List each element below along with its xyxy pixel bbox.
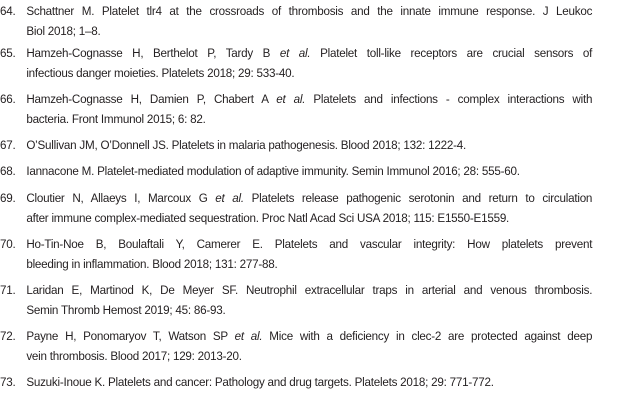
reference-entry: 67. O’Sullivan JM, O’Donnell JS. Platelet… xyxy=(0,135,592,155)
reference-line: infectious danger moieties. Platelets 20… xyxy=(26,63,592,83)
reference-number: 66. xyxy=(0,92,16,106)
reference-text-segment: Laridan E, Martinod K, De Meyer SF. Neut… xyxy=(26,283,593,297)
reference-text-segment: bacteria. Front Immunol 2015; 6: 82. xyxy=(26,112,206,126)
reference-text-segment: bleeding in inflammation. Blood 2018; 13… xyxy=(26,257,278,271)
reference-line: Payne H, Ponomaryov T, Watson SP et al. … xyxy=(26,326,592,346)
reference-entry: 66. Hamzeh-Cognasse H, Damien P, Chabert … xyxy=(0,89,592,129)
et-al-italic: et al. xyxy=(234,329,263,343)
reference-text: Hamzeh-Cognasse H, Damien P, Chabert A e… xyxy=(26,89,592,129)
reference-text: Laridan E, Martinod K, De Meyer SF. Neut… xyxy=(26,280,592,320)
reference-text-segment: Mice with a deficiency in clec-2 are pro… xyxy=(262,329,593,343)
reference-number: 65. xyxy=(0,46,16,60)
reference-text-segment: Semin Thromb Hemost 2019; 45: 86-93. xyxy=(26,303,226,317)
reference-text: Schattner M. Platelet tlr4 at the crossr… xyxy=(26,1,592,41)
reference-number: 68. xyxy=(0,164,16,178)
reference-entry: 68. Iannacone M. Platelet-mediated modula… xyxy=(0,161,592,181)
reference-line: Biol 2018; 1–8. xyxy=(26,21,592,41)
reference-entry: 64. Schattner M. Platelet tlr4 at the cro… xyxy=(0,1,592,41)
reference-number: 64. xyxy=(0,4,16,18)
reference-line: bacteria. Front Immunol 2015; 6: 82. xyxy=(26,109,592,129)
reference-text-segment: Biol 2018; 1–8. xyxy=(26,24,101,38)
reference-line: Iannacone M. Platelet-mediated modulatio… xyxy=(26,161,592,181)
reference-number: 69. xyxy=(0,191,16,205)
reference-text: Iannacone M. Platelet-mediated modulatio… xyxy=(26,161,592,181)
et-al-italic: et al. xyxy=(276,92,306,106)
reference-entry: 65. Hamzeh-Cognasse H, Berthelot P, Tardy… xyxy=(0,43,592,83)
reference-text: O’Sullivan JM, O’Donnell JS. Platelets i… xyxy=(26,135,592,155)
reference-line: Laridan E, Martinod K, De Meyer SF. Neut… xyxy=(26,280,592,300)
et-al-italic: et al. xyxy=(279,46,311,60)
reference-number: 67. xyxy=(0,138,16,152)
reference-entry: 72. Payne H, Ponomaryov T, Watson SP et a… xyxy=(0,326,592,366)
reference-text-segment: vein thrombosis. Blood 2017; 129: 2013-2… xyxy=(26,349,242,363)
reference-text-segment: Hamzeh-Cognasse H, Damien P, Chabert A xyxy=(26,92,277,106)
reference-line: vein thrombosis. Blood 2017; 129: 2013-2… xyxy=(26,346,592,366)
reference-line: Hamzeh-Cognasse H, Berthelot P, Tardy B … xyxy=(26,43,592,63)
reference-text-segment: Iannacone M. Platelet-mediated modulatio… xyxy=(26,164,520,178)
reference-text: Payne H, Ponomaryov T, Watson SP et al. … xyxy=(26,326,592,366)
reference-text-segment: after immune complex-mediated sequestrat… xyxy=(26,211,510,225)
reference-line: Suzuki-Inoue K. Platelets and cancer: Pa… xyxy=(26,372,592,392)
reference-text-segment: Ho-Tin-Noe B, Boulaftali Y, Camerer E. P… xyxy=(26,237,593,251)
reference-line: Cloutier N, Allaeys I, Marcoux G et al. … xyxy=(26,188,592,208)
reference-text-segment: infectious danger moieties. Platelets 20… xyxy=(26,66,295,80)
reference-text-segment: Hamzeh-Cognasse H, Berthelot P, Tardy B xyxy=(26,46,280,60)
reference-text-segment: Schattner M. Platelet tlr4 at the crossr… xyxy=(26,4,593,18)
reference-text: Ho-Tin-Noe B, Boulaftali Y, Camerer E. P… xyxy=(26,234,592,274)
reference-entry: 73. Suzuki-Inoue K. Platelets and cancer:… xyxy=(0,372,592,392)
reference-line: after immune complex-mediated sequestrat… xyxy=(26,208,592,228)
reference-text: Suzuki-Inoue K. Platelets and cancer: Pa… xyxy=(26,372,592,392)
reference-number: 72. xyxy=(0,329,16,343)
reference-text: Cloutier N, Allaeys I, Marcoux G et al. … xyxy=(26,188,592,228)
reference-line: Ho-Tin-Noe B, Boulaftali Y, Camerer E. P… xyxy=(26,234,592,254)
reference-number: 71. xyxy=(0,283,16,297)
reference-text-segment: Payne H, Ponomaryov T, Watson SP xyxy=(26,329,235,343)
reference-line: O’Sullivan JM, O’Donnell JS. Platelets i… xyxy=(26,135,592,155)
reference-number: 70. xyxy=(0,237,16,251)
reference-number: 73. xyxy=(0,375,16,389)
reference-line: bleeding in inflammation. Blood 2018; 13… xyxy=(26,254,592,274)
reference-text-segment: Suzuki-Inoue K. Platelets and cancer: Pa… xyxy=(26,375,494,389)
reference-line: Schattner M. Platelet tlr4 at the crossr… xyxy=(26,1,592,21)
reference-text-segment: Platelets and infections - complex inter… xyxy=(305,92,593,106)
reference-text-segment: Platelet toll-like receptors are crucial… xyxy=(310,46,593,60)
reference-text-segment: O’Sullivan JM, O’Donnell JS. Platelets i… xyxy=(26,138,466,152)
reference-entry: 69. Cloutier N, Allaeys I, Marcoux G et a… xyxy=(0,188,592,228)
reference-text-segment: Cloutier N, Allaeys I, Marcoux G xyxy=(26,191,216,205)
reference-text: Hamzeh-Cognasse H, Berthelot P, Tardy B … xyxy=(26,43,592,83)
reference-line: Hamzeh-Cognasse H, Damien P, Chabert A e… xyxy=(26,89,592,109)
et-al-italic: et al. xyxy=(215,191,244,205)
reference-entry: 71. Laridan E, Martinod K, De Meyer SF. N… xyxy=(0,280,592,320)
reference-entry: 70. Ho-Tin-Noe B, Boulaftali Y, Camerer E… xyxy=(0,234,592,274)
reference-text-segment: Platelets release pathogenic serotonin a… xyxy=(243,191,593,205)
reference-line: Semin Thromb Hemost 2019; 45: 86-93. xyxy=(26,300,592,320)
